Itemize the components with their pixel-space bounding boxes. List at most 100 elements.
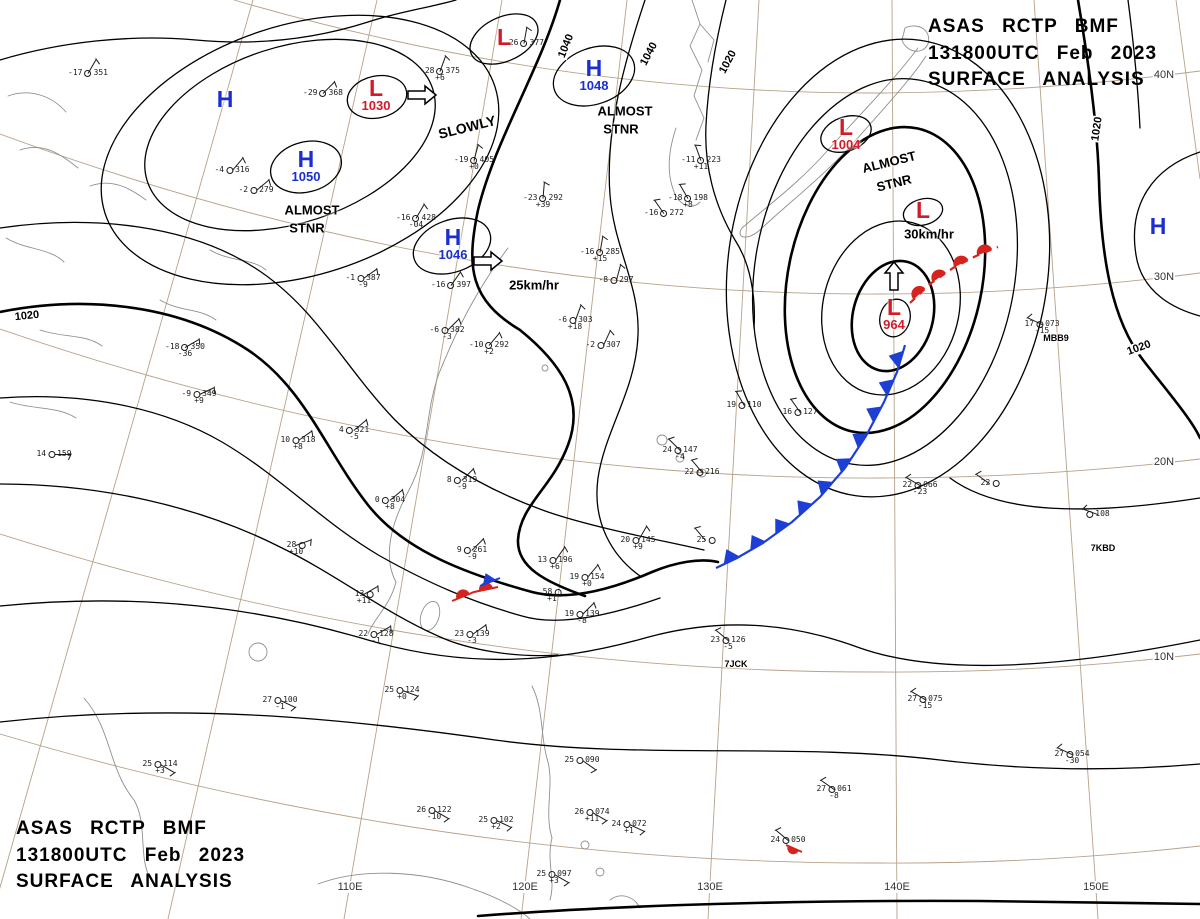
pressure-letter: H [216,86,234,113]
station-temperature: 22 [358,629,369,638]
station-values: 22 [981,479,1000,487]
coast-kamchatka [699,23,715,63]
station-temperature: -1 [345,273,356,282]
station-temperature: 25 [564,755,575,764]
station-pressure: 196 [558,555,573,564]
station-plot: 27 054 -30 [1054,747,1090,765]
isobar [0,221,705,551]
station-values: 4 321 [339,426,369,434]
pressure-center-l: L [916,199,930,222]
station-tendency: -1 [275,702,285,711]
station-plot: -18 198 +8 [668,184,708,209]
station-tendency: +9 [194,396,204,405]
pressure-center-l: L 1030 [362,76,391,112]
wind-barb-icon [54,454,70,456]
terrain [19,146,79,169]
station-pressure: 272 [669,208,684,217]
station-plot: -10 292 +2 [469,332,509,356]
valid-time: 131800UTC Feb 2023 [16,844,246,866]
latitude-label: 10N [1152,651,1176,663]
station-temperature: 8 [446,475,452,484]
meridian-100e [167,0,378,919]
station-circle-icon [708,536,716,544]
station-plot: -16 397 [431,272,471,289]
pressure-value: 1050 [291,168,321,184]
station-tendency: +11 [584,814,600,823]
station-tendency: +3 [155,766,165,775]
cold-front-symbol-icon [723,549,740,565]
station-pressure: 100 [283,695,298,704]
pressure-center-h: H 1046 [438,225,468,262]
parallel-30n [0,133,1200,295]
station-temperature: 14 [36,449,47,458]
station-tendency: +8 [385,502,395,511]
station-pressure: 285 [605,247,620,256]
station-tendency: +8 [683,200,693,209]
annotation-label: 25km/hr [509,277,559,293]
station-pressure: 368 [328,88,343,97]
station-plot: -6 303 +18 [557,305,593,331]
station-circle-icon [381,496,389,504]
station-tendency: -15 [1034,326,1050,335]
station-circle-icon [453,476,461,484]
station-pressure: 074 [595,807,610,816]
station-tendency: +8 [293,442,303,451]
station-circle-icon [181,343,189,351]
station-values: -11 223 [681,156,721,164]
station-temperature: -8 [598,275,609,284]
pressure-center-h: H 1050 [291,147,321,184]
station-temperature: 19 [726,400,737,409]
station-temperature: -28 [420,66,435,75]
product-id: ASAS RCTP BMF [16,818,207,839]
station-pressure: 377 [529,38,544,47]
station-tendency: +6 [550,562,560,571]
station-plot: 25 124 +0 [384,686,419,701]
station-circle-icon [697,156,705,164]
chart-type: SURFACE ANALYSIS [16,871,233,893]
annotation-label: STNR [875,171,913,195]
coast-indochina [83,697,151,879]
station-circle-icon [463,546,471,554]
station-temperature: -16 [396,213,411,222]
station-plot: 22 216 [684,459,720,476]
station-pressure: 154 [590,572,605,581]
cold-front-symbol-icon [852,433,868,449]
station-plot: 58 +1 [543,588,562,603]
station-plot: -18 350 -36 [165,339,205,358]
station-plot: 17 073 -15 [1024,317,1060,335]
terrain [39,329,103,347]
station-pressure: 147 [683,445,698,454]
station-tendency: -9 [358,280,368,289]
pressure-value: 1046 [438,246,468,262]
station-plot: -8 297 [598,264,634,284]
meridian-160e [1175,0,1200,180]
isobar-major-low-ring [850,259,936,373]
isobar-h1050-ring [269,140,343,194]
station-pressure: 279 [259,185,274,194]
motion-arrows [407,84,905,291]
station-pressure: 072 [632,819,647,828]
station-plot: 23 126 -5 [710,629,746,651]
station-pressure: 351 [93,68,108,77]
station-plot: -6 382 -3 [429,318,465,341]
station-circle-icon [447,281,455,289]
isobar [0,712,1200,770]
warm-front-symbol-icon [911,286,926,300]
station-pressure: 319 [462,475,478,484]
station-plot: 4 321 -5 [339,419,369,441]
parallel-0n [0,733,1200,864]
cold-front-symbol-icon [775,518,790,535]
station-tendency: +11 [356,596,372,605]
station-plot: 20 145 +9 [620,526,656,551]
station-pressure: 216 [705,467,720,476]
isobar-major-1040 [471,0,587,598]
station-tendency: -8 [829,791,839,800]
pressure-letter: H [585,54,603,81]
pressure-center-h: H 1048 [580,54,609,92]
pressure-letter: L [886,293,902,320]
station-temperature: -4 [214,165,225,174]
station-pressure: 097 [557,869,572,878]
station-temperature: -10 [469,340,484,349]
isobar-h1046-ring [412,217,492,275]
